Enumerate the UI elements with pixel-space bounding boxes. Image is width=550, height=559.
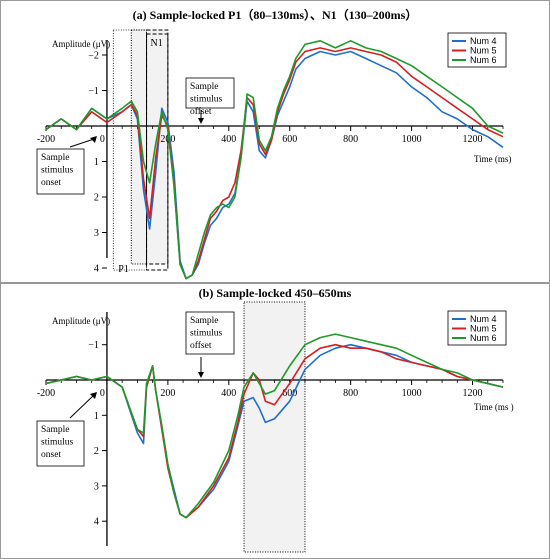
legend-label: Num 4 xyxy=(470,314,497,324)
x-axis-label: Time (ms ) xyxy=(474,402,514,412)
annotation-arrow xyxy=(69,394,95,419)
legend-label: Num 5 xyxy=(470,46,497,56)
y-tick-label: −1 xyxy=(88,86,99,97)
annotation-arrowhead xyxy=(198,372,204,378)
y-tick-label: 2 xyxy=(94,446,99,457)
y-tick-label: 1 xyxy=(94,411,99,422)
y-tick-label: 3 xyxy=(94,228,99,239)
annotation-text-line: Sample xyxy=(41,425,70,435)
x-tick-label: 1000 xyxy=(402,388,422,399)
x-tick-label: 600 xyxy=(282,388,297,399)
annotation-text-line: onset xyxy=(41,450,61,460)
y-tick-label: 4 xyxy=(94,264,99,275)
x-tick-label: 1200 xyxy=(463,388,483,399)
x-tick-label: 600 xyxy=(282,134,297,145)
annotation-text-line: stimulus xyxy=(190,95,223,105)
p1-window-frame xyxy=(112,29,147,271)
series-line-num-4 xyxy=(45,50,504,280)
chart-title: (a) Sample-locked P1（80–130ms）、N1（130–20… xyxy=(133,7,418,22)
time-window-p1 xyxy=(130,29,148,265)
x-tick-label: 800 xyxy=(343,388,358,399)
panel-b: (b) Sample-locked 450–650ms -200 200 400 600… xyxy=(36,286,514,553)
annotation-arrow xyxy=(69,138,95,148)
x-tick-label: -200 xyxy=(37,388,55,399)
annotation-arrowhead xyxy=(90,136,97,143)
n1-window-label: N1 xyxy=(151,38,163,49)
y-axis-label: Amplitude (μV) xyxy=(52,316,110,326)
panel-a: (a) Sample-locked P1（80–130ms）、N1（130–20… xyxy=(36,7,511,280)
x-tick-label: 200 xyxy=(160,134,175,145)
y-tick-label: 2 xyxy=(94,193,99,204)
annotation-text-line: Sample xyxy=(190,316,219,326)
y-axis-label: Amplitude (μV) xyxy=(52,39,110,49)
x-axis-label: Time (ms) xyxy=(474,154,511,164)
x-tick-label: 200 xyxy=(160,388,175,399)
x-tick-label: 1000 xyxy=(402,134,422,145)
annotation-box xyxy=(36,420,85,467)
annotation-arrowhead xyxy=(198,118,204,124)
legend-label: Num 6 xyxy=(470,333,497,343)
annotation-box xyxy=(36,148,85,195)
y-tick-label: 4 xyxy=(94,517,99,528)
chart-title: (b) Sample-locked 450–650ms xyxy=(199,286,352,300)
annotation-text-line: stimulus xyxy=(41,438,74,448)
annotation-box xyxy=(185,77,235,109)
x-tick-label: 800 xyxy=(343,134,358,145)
y-tick-label: 1 xyxy=(94,157,99,168)
annotation-text-line: Sample xyxy=(190,82,219,92)
x-tick-label-zero: 0 xyxy=(100,134,105,145)
x-tick-label: 1200 xyxy=(463,134,483,145)
p1-window-label: P1 xyxy=(118,264,129,275)
annotation-text-line: offset xyxy=(190,340,212,351)
y-tick-label: −1 xyxy=(88,340,99,351)
legend-label: Num 5 xyxy=(470,324,497,334)
series-line-num-5 xyxy=(45,47,504,280)
time-window-late xyxy=(243,301,306,553)
x-tick-label-zero: 0 xyxy=(100,388,105,399)
legend-label: Num 6 xyxy=(470,55,497,65)
series-line-num-6 xyxy=(45,333,504,519)
x-tick-label: 400 xyxy=(221,134,236,145)
annotation-box xyxy=(185,311,235,355)
series-line-num-4 xyxy=(45,343,504,519)
annotation-text-line: stimulus xyxy=(41,166,74,176)
legend-label: Num 4 xyxy=(470,36,497,46)
y-tick-label: 3 xyxy=(94,481,99,492)
annotation-text-line: onset xyxy=(41,178,61,188)
y-tick-label: −2 xyxy=(88,51,99,62)
annotation-arrowhead xyxy=(90,392,97,399)
annotation-text-line: Sample xyxy=(41,153,70,163)
annotation-text-line: stimulus xyxy=(190,329,223,339)
x-tick-label: 400 xyxy=(221,388,236,399)
series-line-num-6 xyxy=(45,40,504,280)
series-line-num-5 xyxy=(45,343,504,519)
x-tick-label: -200 xyxy=(37,134,55,145)
